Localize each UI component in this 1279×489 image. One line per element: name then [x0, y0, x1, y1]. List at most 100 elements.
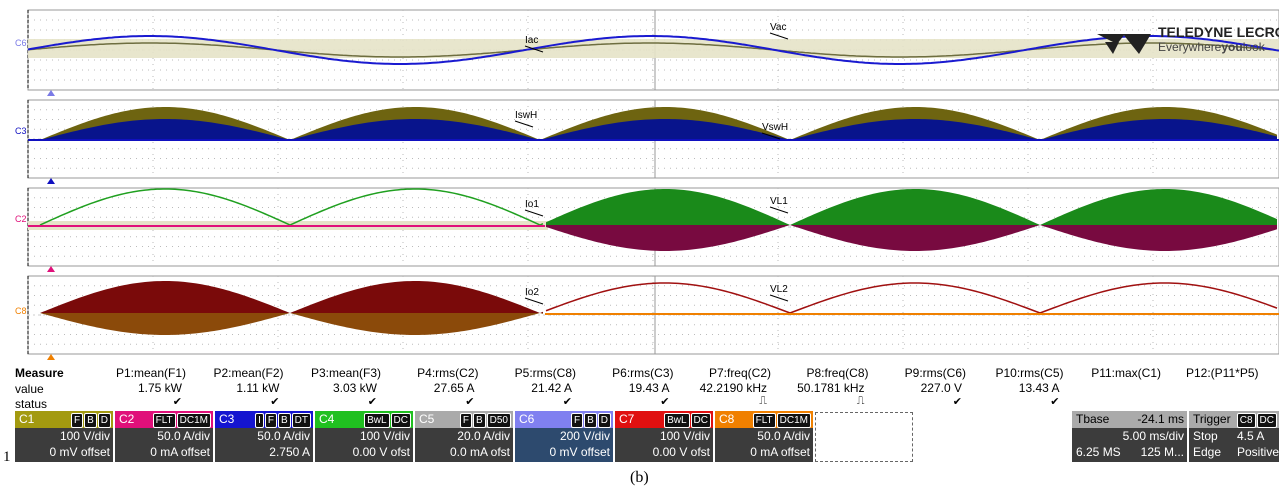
channel-setting: 0.0 mA ofst [415, 444, 510, 460]
measure-value: 1.75 kW [138, 381, 182, 395]
channel-label: C8 [15, 306, 27, 316]
channel-tag: F [571, 413, 583, 428]
channel-setting: 0 mA offset [715, 444, 810, 460]
measure-value: 42.2190 kHz [700, 381, 767, 395]
channel-name: C1 [19, 412, 34, 426]
trigger-cell: Edge [1193, 444, 1221, 460]
slogan-part: Everywhere [1158, 40, 1221, 54]
channel-tag: D [598, 413, 611, 428]
trace-label: Io2 [525, 287, 539, 298]
channel-setting: 0 mA offset [115, 444, 210, 460]
measure-name: P12:(P11*P5) [1186, 366, 1259, 380]
timebase-title: Tbase [1076, 412, 1109, 426]
channel-setting: 50.0 A/div [215, 428, 310, 444]
channel-body: 50.0 A/div2.750 A [215, 428, 313, 462]
measure-name: P8:freq(C8) [806, 366, 868, 380]
channel-tag: DC1M [177, 413, 211, 428]
measure-status: ✔ [953, 395, 962, 408]
channel-tag: F [460, 413, 472, 428]
measure-status: ✔ [270, 395, 279, 408]
channel-setting: 100 V/div [15, 428, 110, 444]
trigger-box: Trigger C8DCStop4.5 AEdge Positive [1189, 411, 1279, 462]
channel-body: 100 V/div0 mV offset [15, 428, 113, 462]
channel-setting: 2.750 A [215, 444, 310, 460]
trace-label: Iac [525, 35, 538, 46]
channel-setting: 100 V/div [615, 428, 710, 444]
channel-tags: FLTDC1M [153, 413, 211, 428]
measure-value: 19.43 A [629, 381, 670, 395]
channel-setting: 100 V/div [315, 428, 410, 444]
measure-name: P11:max(C1) [1091, 366, 1161, 380]
figure-number: 1 [3, 449, 11, 466]
channel-name: C7 [619, 412, 634, 426]
channel-tag: B [84, 413, 97, 428]
channel-header: C7 BwLDC [615, 411, 713, 428]
measure-name: P6:rms(C3) [612, 366, 673, 380]
channel-tag: FLT [753, 413, 776, 428]
trigger-tag: C8 [1237, 413, 1256, 428]
trigger-cell: Positive [1237, 444, 1279, 460]
channel-name: C8 [719, 412, 734, 426]
measure-status: ✔ [563, 395, 572, 408]
channel-name: C2 [119, 412, 134, 426]
channel-name: C4 [319, 412, 334, 426]
channel-tag: F [71, 413, 83, 428]
channel-setting: 0 mV offset [515, 444, 610, 460]
channel-tag: BwL [364, 413, 389, 428]
empty-slot [815, 412, 913, 462]
trigger-row: Edge Positive [1189, 444, 1279, 460]
measure-name: P10:rms(C5) [995, 366, 1063, 380]
channel-setting: 0 mV offset [15, 444, 110, 460]
channel-body: 20.0 A/div0.0 mA ofst [415, 428, 513, 462]
measure-value: 21.42 A [531, 381, 572, 395]
measure-value: 1.11 kW [236, 381, 279, 395]
channel-box: C8FLTDC1M50.0 A/div0 mA offset [715, 411, 813, 462]
trigger-tag: DC [1257, 413, 1277, 428]
channel-tag: B [584, 413, 597, 428]
caption: (b) [630, 469, 649, 487]
channel-tag: F [265, 413, 277, 428]
trace-label: VL2 [770, 284, 788, 295]
timebase-cell: 6.25 MS [1076, 444, 1121, 460]
brand-text: TELEDYNE LECROY [1158, 24, 1279, 40]
channel-tags: IFBDT [255, 413, 311, 428]
measure-name: P7:freq(C2) [709, 366, 771, 380]
measure-name: P9:rms(C6) [905, 366, 966, 380]
timebase-cell: 5.00 ms/div [1123, 428, 1184, 444]
measure-title: Measure [15, 366, 64, 380]
trigger-title: Trigger [1193, 412, 1231, 426]
measure-status: ✔ [660, 395, 669, 408]
channel-tags: FBD50 [460, 413, 511, 428]
slogan-part: look [1243, 40, 1265, 54]
row-label: status [15, 397, 47, 411]
trigger-marker [47, 354, 55, 360]
trace-label: VL1 [770, 196, 788, 207]
band [28, 39, 1279, 58]
channel-label: C6 [15, 38, 27, 48]
trigger-marker [47, 90, 55, 96]
timebase-row: 5.00 ms/div [1072, 428, 1187, 444]
measure-name: P3:mean(F3) [311, 366, 381, 380]
measure-name: P5:rms(C8) [515, 366, 576, 380]
measure-status: ✔ [1050, 395, 1059, 408]
measure-value: 13.43 A [1019, 381, 1060, 395]
channel-tag: DC [691, 413, 711, 428]
slogan-part: you [1221, 40, 1242, 54]
channel-tag: DC [391, 413, 411, 428]
measure-name: P4:rms(C2) [417, 366, 478, 380]
channel-setting: 0.00 V ofst [315, 444, 410, 460]
measure-status: ✔ [173, 395, 182, 408]
